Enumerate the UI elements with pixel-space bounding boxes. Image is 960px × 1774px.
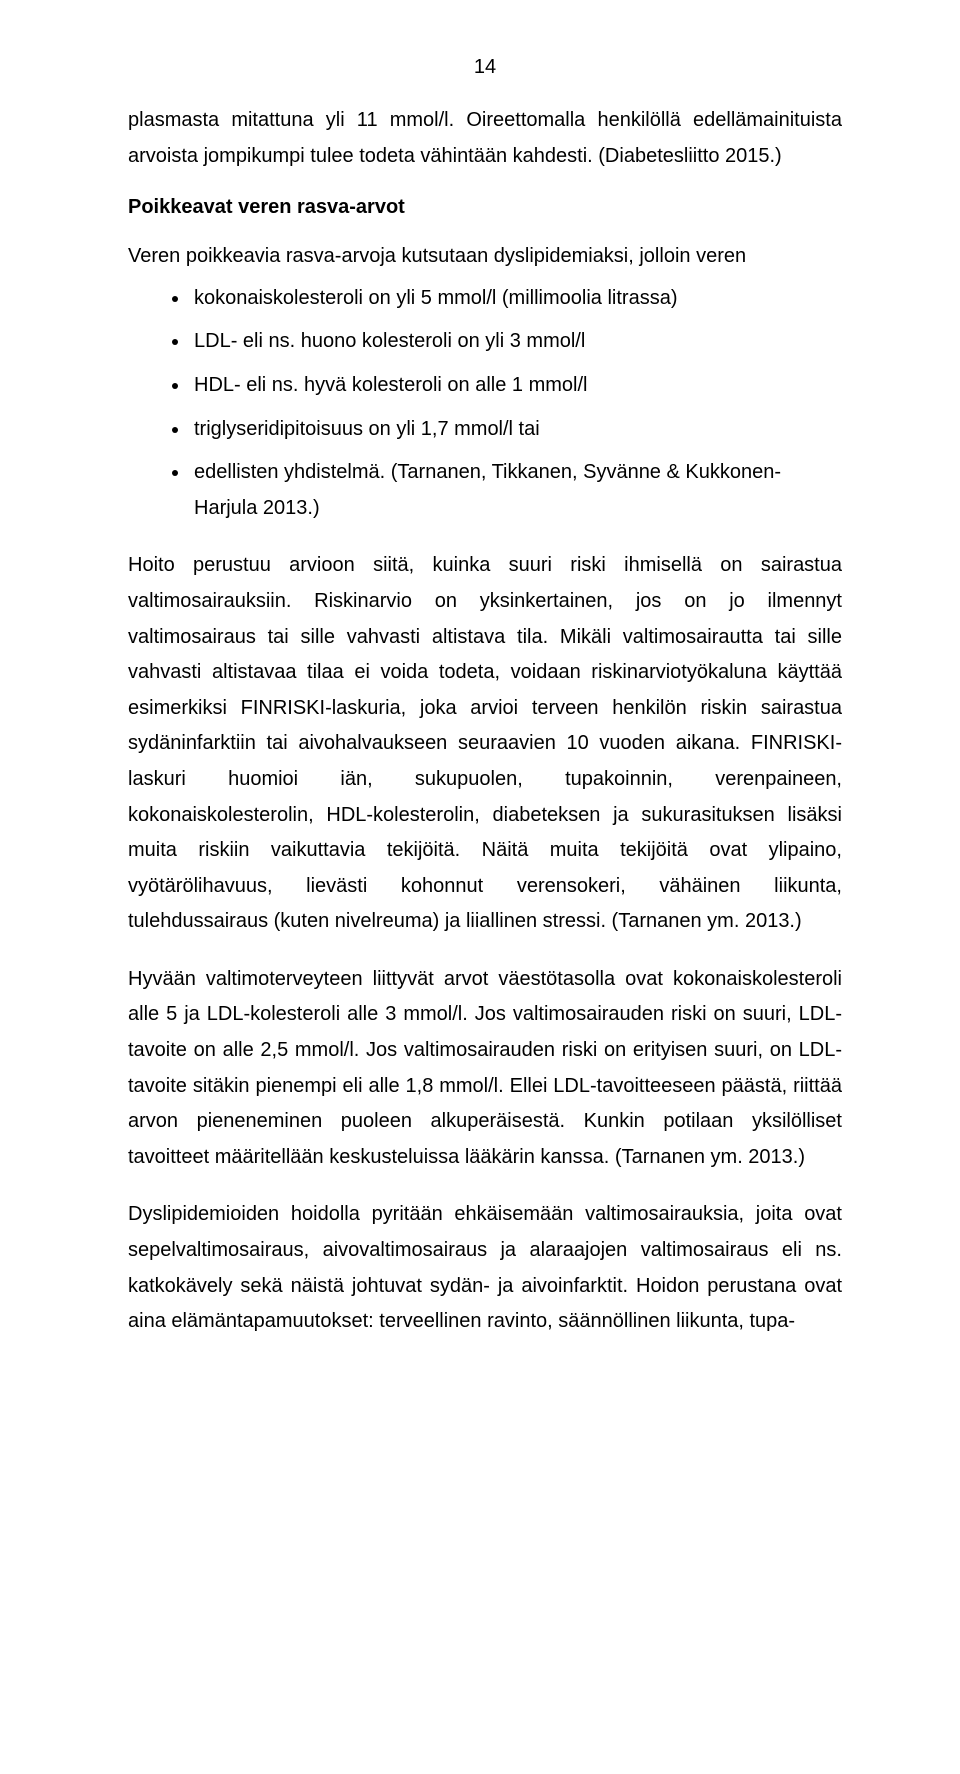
bullet-list: kokonaiskolesteroli on yli 5 mmol/l (mil… bbox=[128, 281, 842, 527]
paragraph-intro: plasmasta mitattuna yli 11 mmol/l. Oiree… bbox=[128, 103, 842, 174]
paragraph-body-1: Hoito perustuu arvioon siitä, kuinka suu… bbox=[128, 548, 842, 940]
paragraph-body-3: Dyslipidemioiden hoidolla pyritään ehkäi… bbox=[128, 1197, 842, 1339]
paragraph-body-2: Hyvään valtimoterveyteen liittyvät arvot… bbox=[128, 962, 842, 1176]
document-page: 14 plasmasta mitattuna yli 11 mmol/l. Oi… bbox=[0, 0, 960, 1774]
list-item: kokonaiskolesteroli on yli 5 mmol/l (mil… bbox=[190, 281, 842, 317]
list-item: triglyseridipitoisuus on yli 1,7 mmol/l … bbox=[190, 412, 842, 448]
list-item: HDL- eli ns. hyvä kolesteroli on alle 1 … bbox=[190, 368, 842, 404]
page-number: 14 bbox=[128, 56, 842, 79]
paragraph-lead: Veren poikkeavia rasva-arvoja kutsutaan … bbox=[128, 239, 842, 275]
list-item: LDL- eli ns. huono kolesteroli on yli 3 … bbox=[190, 324, 842, 360]
list-item: edellisten yhdistelmä. (Tarnanen, Tikkan… bbox=[190, 455, 842, 526]
section-heading: Poikkeavat veren rasva-arvot bbox=[128, 196, 842, 219]
